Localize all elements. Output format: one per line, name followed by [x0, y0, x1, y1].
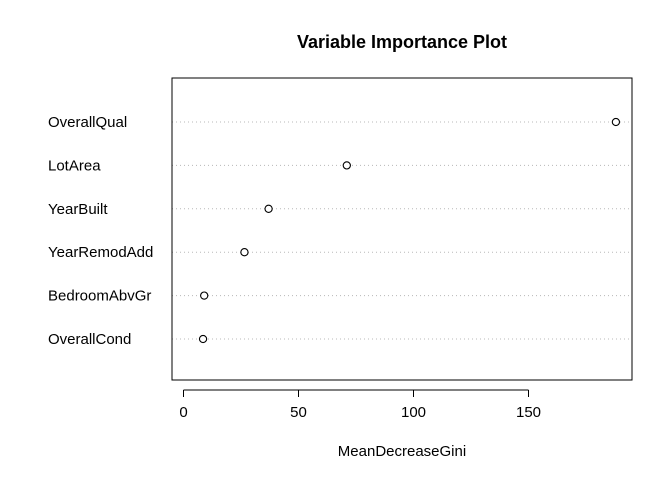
data-points: [198, 117, 621, 344]
data-point: [342, 161, 351, 170]
data-point: [200, 291, 209, 300]
category-label: OverallCond: [48, 331, 131, 348]
data-point: [198, 334, 208, 344]
category-label: LotArea: [48, 157, 101, 174]
category-label: BedroomAbvGr: [48, 288, 151, 305]
x-axis-label: MeanDecreaseGini: [338, 443, 466, 460]
category-labels: OverallQual LotArea YearBuilt YearRemodAdd B…: [48, 114, 153, 348]
data-point: [240, 248, 249, 257]
x-axis: 0 50 100 150: [179, 389, 541, 421]
guide-lines: [172, 121, 632, 340]
x-tick-label: 50: [290, 404, 307, 421]
category-label: YearRemodAdd: [48, 244, 153, 261]
x-tick-label: 0: [179, 404, 187, 421]
chart-title: Variable Importance Plot: [297, 32, 507, 52]
category-label: YearBuilt: [48, 201, 108, 218]
plot-frame: [171, 77, 633, 381]
x-tick-label: 100: [401, 404, 426, 421]
data-point: [264, 204, 273, 213]
x-tick-label: 150: [516, 404, 541, 421]
category-label: OverallQual: [48, 114, 127, 131]
data-point: [611, 117, 621, 127]
